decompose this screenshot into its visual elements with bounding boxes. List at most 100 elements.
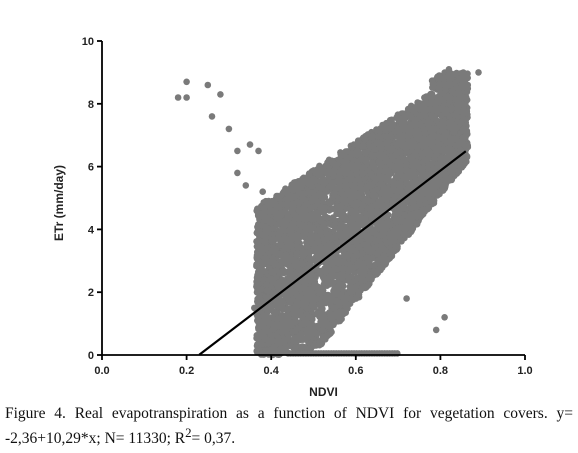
data-point bbox=[380, 151, 387, 159]
data-point bbox=[416, 199, 424, 207]
data-point bbox=[428, 93, 435, 101]
data-point bbox=[306, 290, 313, 298]
data-point bbox=[424, 118, 431, 126]
data-point bbox=[368, 255, 376, 262]
data-point bbox=[284, 210, 291, 218]
data-point bbox=[361, 136, 369, 143]
data-point bbox=[401, 211, 409, 219]
data-point bbox=[284, 254, 292, 261]
data-point bbox=[336, 183, 343, 190]
data-point bbox=[412, 204, 420, 211]
data-point bbox=[311, 233, 318, 241]
data-point bbox=[272, 300, 280, 308]
data-point bbox=[368, 132, 376, 140]
data-point bbox=[305, 236, 313, 243]
data-point bbox=[278, 252, 286, 260]
data-point bbox=[380, 174, 387, 182]
data-point bbox=[268, 268, 275, 276]
data-point bbox=[424, 171, 432, 179]
data-point bbox=[348, 215, 356, 222]
data-point bbox=[331, 304, 338, 312]
data-point bbox=[433, 99, 440, 106]
data-point bbox=[261, 258, 269, 265]
data-point bbox=[380, 245, 388, 253]
data-point bbox=[443, 146, 450, 153]
data-point bbox=[308, 182, 315, 190]
data-point bbox=[314, 167, 321, 174]
data-point bbox=[464, 143, 472, 150]
data-point bbox=[334, 204, 342, 212]
data-point bbox=[312, 239, 319, 247]
data-point bbox=[373, 268, 380, 275]
data-point bbox=[313, 295, 321, 303]
data-point bbox=[290, 187, 297, 194]
data-point bbox=[446, 98, 453, 105]
data-point bbox=[262, 318, 270, 326]
data-point bbox=[346, 153, 354, 161]
data-point bbox=[460, 125, 467, 133]
data-point bbox=[312, 247, 320, 255]
data-point bbox=[253, 229, 261, 237]
data-point bbox=[350, 141, 358, 148]
data-point bbox=[326, 241, 333, 248]
data-point bbox=[372, 238, 380, 245]
data-point bbox=[265, 197, 273, 205]
data-point bbox=[305, 254, 313, 262]
data-point bbox=[366, 235, 374, 242]
data-point bbox=[346, 162, 353, 170]
data-point bbox=[285, 192, 292, 199]
data-point bbox=[425, 204, 433, 212]
data-point bbox=[305, 248, 313, 256]
data-point bbox=[450, 128, 458, 136]
data-point bbox=[279, 304, 286, 311]
data-point bbox=[277, 322, 285, 330]
data-point bbox=[258, 285, 265, 293]
data-point bbox=[315, 183, 323, 191]
data-point bbox=[257, 210, 264, 218]
data-point bbox=[374, 257, 381, 265]
data-point bbox=[319, 305, 326, 313]
data-point bbox=[407, 113, 415, 121]
data-point bbox=[261, 238, 268, 246]
data-point bbox=[287, 322, 295, 329]
data-point bbox=[453, 69, 460, 77]
data-point bbox=[319, 326, 326, 334]
data-point bbox=[432, 116, 440, 124]
data-point bbox=[325, 168, 332, 175]
data-point bbox=[441, 185, 448, 192]
data-point bbox=[275, 212, 282, 219]
data-point bbox=[298, 260, 306, 268]
data-point bbox=[418, 150, 426, 158]
data-point bbox=[333, 239, 341, 247]
data-point bbox=[262, 223, 270, 231]
data-point bbox=[333, 272, 340, 280]
data-point bbox=[307, 204, 315, 212]
data-point bbox=[420, 185, 427, 193]
data-point bbox=[279, 268, 286, 275]
data-point bbox=[447, 106, 455, 113]
data-point bbox=[410, 193, 418, 200]
data-point bbox=[338, 274, 346, 281]
data-point bbox=[278, 314, 286, 322]
data-point bbox=[394, 243, 401, 250]
data-point bbox=[305, 224, 313, 231]
data-point bbox=[343, 216, 350, 224]
data-point bbox=[273, 192, 280, 200]
data-point bbox=[342, 191, 349, 198]
data-point bbox=[369, 153, 377, 160]
data-point bbox=[347, 279, 354, 286]
data-point bbox=[356, 258, 363, 266]
data-point bbox=[300, 233, 308, 240]
data-point bbox=[453, 101, 461, 109]
data-point bbox=[253, 254, 261, 261]
data-point bbox=[396, 184, 404, 192]
data-point bbox=[341, 250, 349, 258]
data-point bbox=[309, 300, 317, 307]
data-point bbox=[358, 284, 366, 292]
data-point bbox=[402, 161, 410, 169]
data-point bbox=[400, 231, 408, 238]
data-point bbox=[296, 208, 304, 215]
data-point bbox=[286, 276, 294, 283]
